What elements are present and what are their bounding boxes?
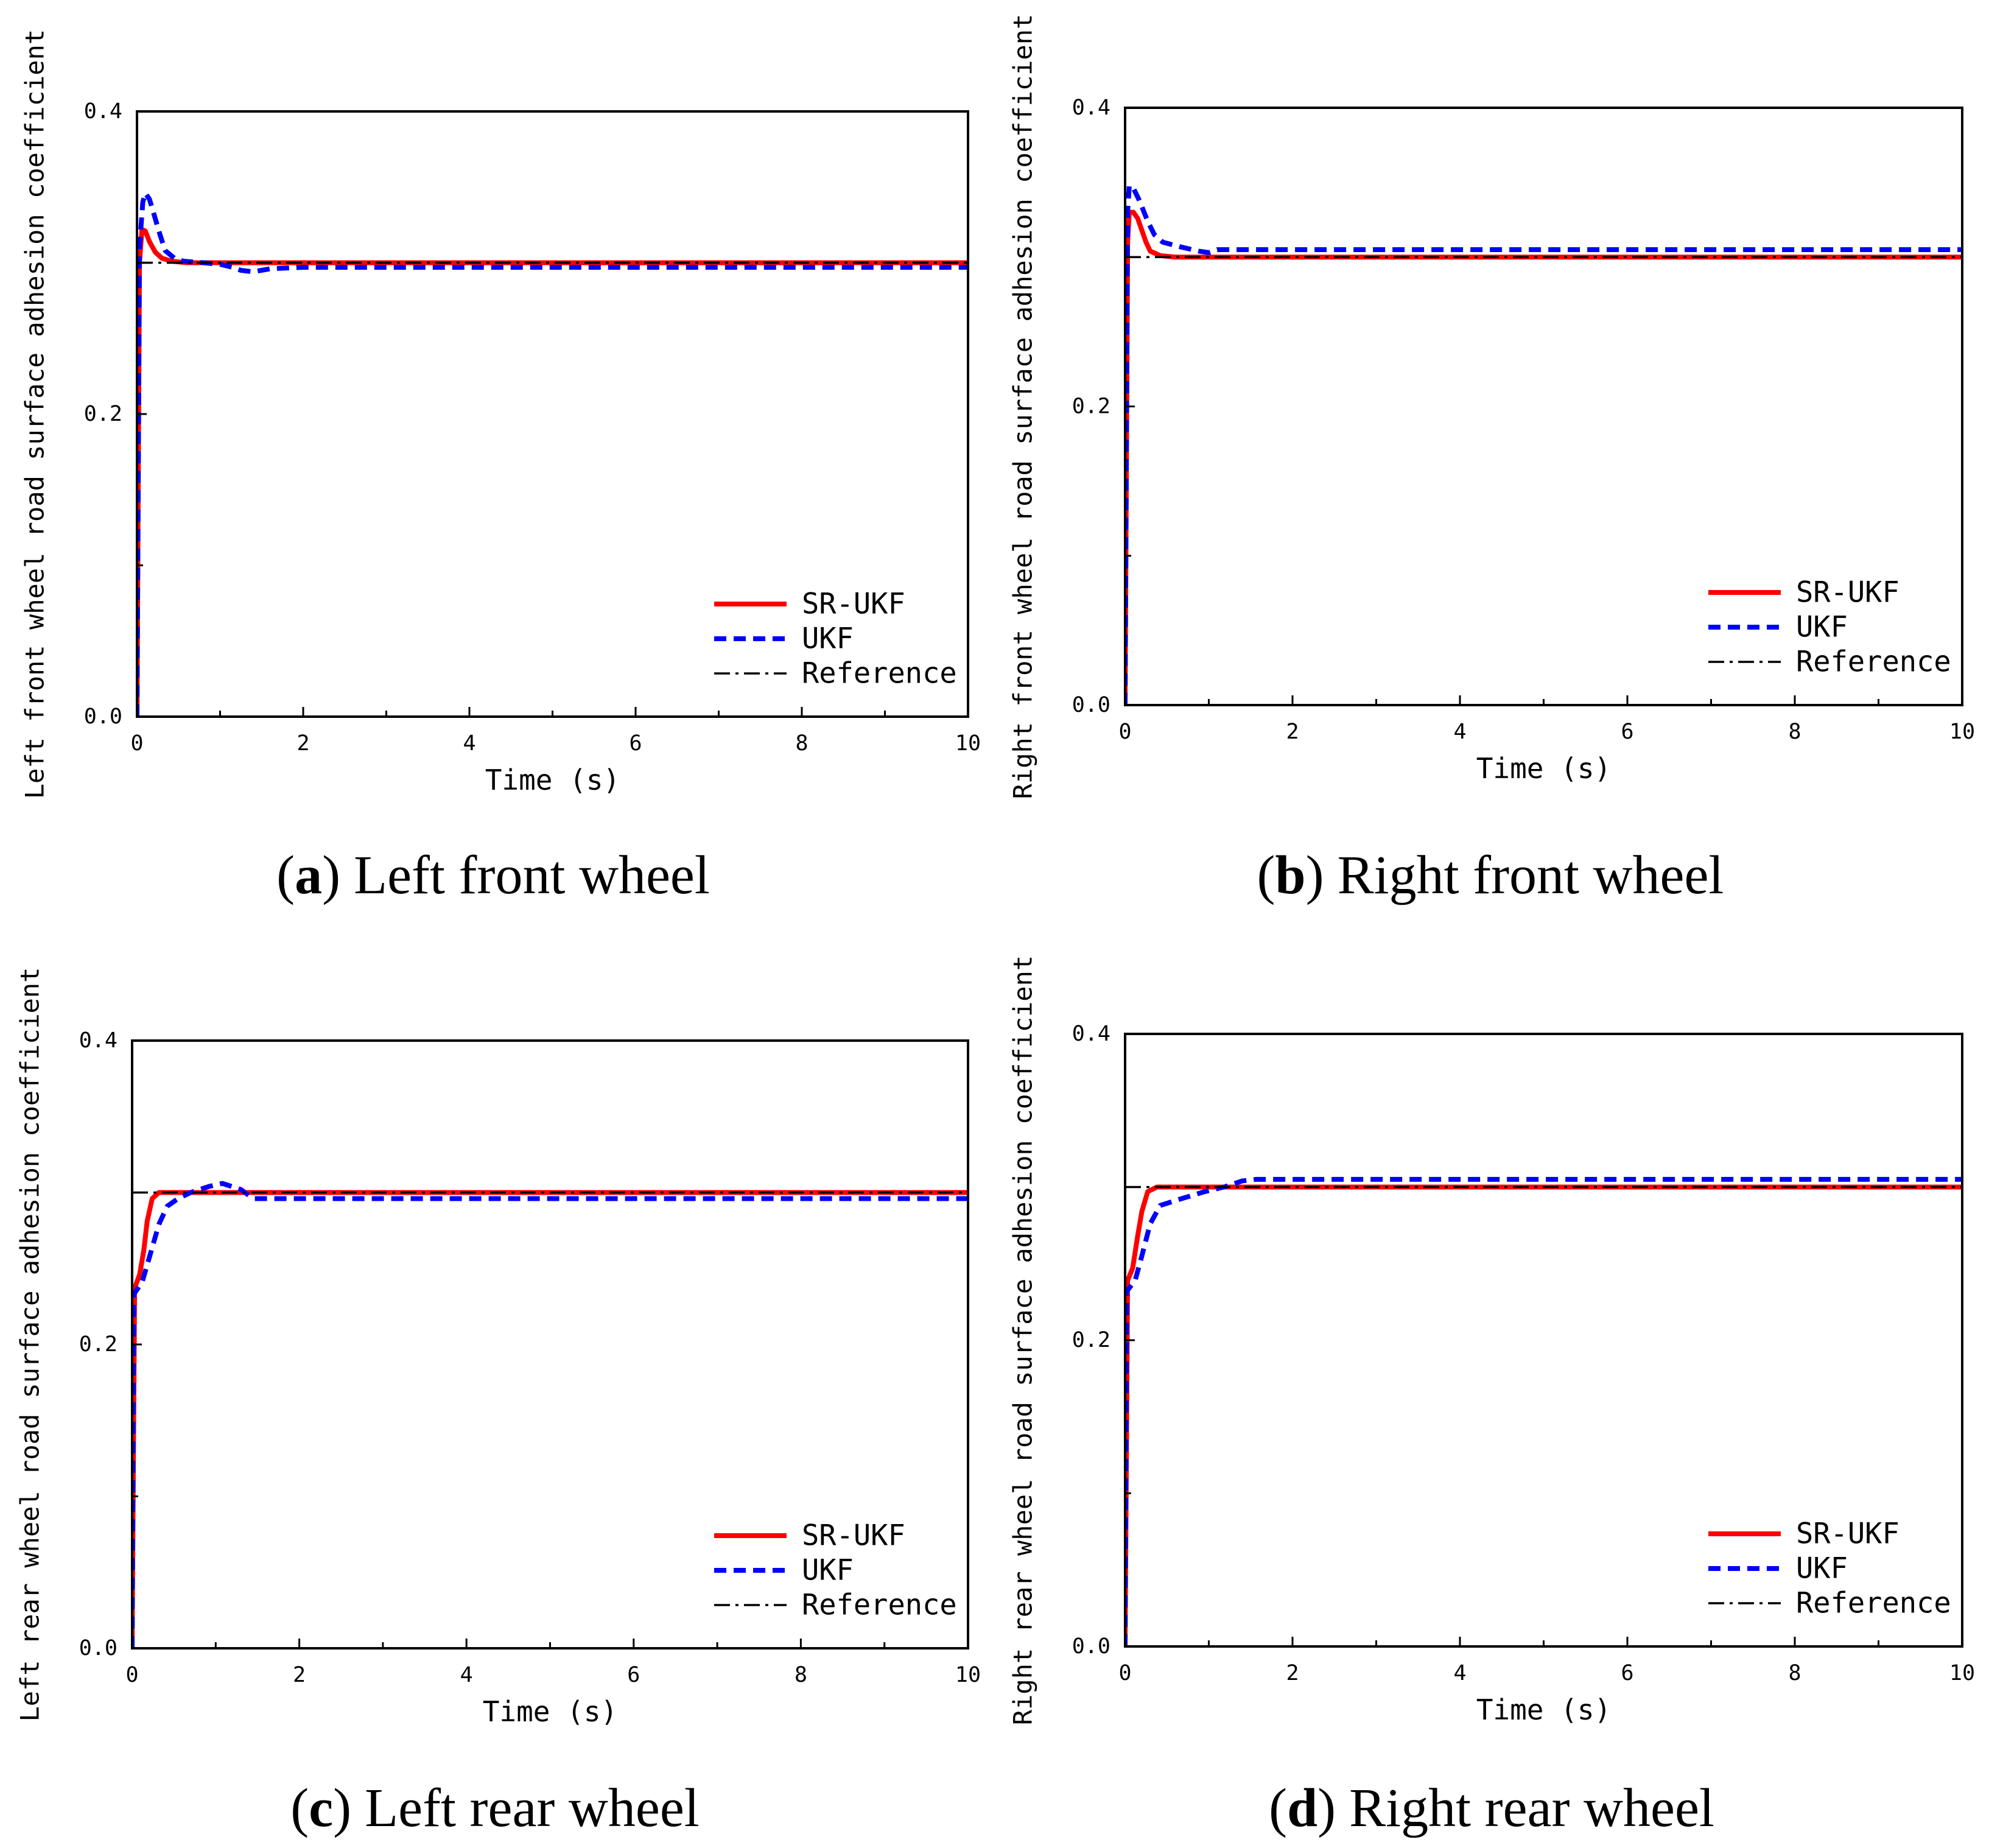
legend-label-ukf: UKF (1796, 611, 1848, 644)
x-axis-label: Time (s) (483, 1695, 618, 1728)
legend-label-ukf: UKF (802, 1554, 854, 1587)
panel-caption: (a) Left front wheel (276, 845, 710, 905)
panel-caption: (d) Right rear wheel (1269, 1778, 1714, 1838)
x-tick-label: 2 (296, 731, 309, 756)
x-tick-label: 0 (125, 1663, 138, 1687)
x-tick-label: 4 (463, 731, 475, 756)
x-tick-label: 8 (795, 731, 808, 756)
chart-panel-1: 0 2 4 6 8 10 0.0 0.2 0.4 Time (s) Left front wheel… (20, 29, 981, 905)
caption-letter: c (309, 1778, 333, 1838)
legend-label-sr-ukf: SR-UKF (802, 588, 905, 621)
plot-frame (136, 110, 969, 718)
x-tick-label: 2 (293, 1663, 306, 1687)
x-tick-label: 6 (1621, 720, 1633, 744)
x-tick-label: 0 (1118, 1661, 1131, 1685)
x-tick-label: 4 (1453, 720, 1466, 744)
chart-panel-4: 0 2 4 6 8 10 0.0 0.2 0.4 Time (s) Right rear wheel… (1008, 955, 1976, 1838)
caption-text: Left front wheel (354, 845, 710, 905)
y-tick-label: 0.0 (79, 1636, 118, 1660)
y-tick-label: 0.0 (1072, 693, 1110, 717)
legend-label-ukf: UKF (802, 622, 854, 656)
caption-letter: a (295, 845, 322, 905)
y-axis-label: Right rear wheel road surface adhesion c… (1008, 955, 1038, 1725)
legend-label-sr-ukf: SR-UKF (1796, 1517, 1900, 1551)
y-tick-label: 0.4 (1072, 96, 1110, 120)
caption-letter: b (1275, 845, 1306, 905)
series-group (1125, 1176, 1962, 1646)
legend-label-reference: Reference (802, 657, 957, 690)
x-tick-label: 10 (1949, 1661, 1975, 1685)
y-axis-label: Left rear wheel road surface adhesion co… (15, 967, 45, 1721)
x-tick-label: 0 (1118, 720, 1131, 744)
legend-label-reference: Reference (1796, 645, 1951, 679)
y-tick-label: 0.2 (79, 1332, 118, 1357)
y-tick-label: 0.4 (1072, 1022, 1110, 1046)
plot-frame (1124, 1033, 1963, 1648)
panel-caption: (c) Left rear wheel (290, 1778, 700, 1838)
series-group (1125, 183, 1962, 705)
x-axis-label: Time (s) (1476, 752, 1612, 785)
x-tick-label: 6 (1621, 1661, 1633, 1685)
x-tick-label: 10 (955, 1663, 981, 1687)
caption-text: Left rear wheel (365, 1778, 700, 1838)
legend-label-reference: Reference (802, 1589, 957, 1622)
series-line-sr-ukf (132, 1190, 968, 1648)
caption-text: Right rear wheel (1349, 1778, 1714, 1838)
y-axis-label: Right front wheel road surface adhesion … (1008, 14, 1038, 799)
x-tick-label: 4 (1453, 1661, 1466, 1685)
series-group (137, 191, 968, 717)
x-tick-label: 10 (1949, 720, 1975, 744)
series-line-ukf (1125, 1176, 1962, 1646)
x-tick-label: 6 (629, 731, 642, 756)
y-tick-label: 0.0 (84, 704, 122, 729)
panel-caption: (b) Right front wheel (1257, 845, 1724, 905)
plot-frame (1124, 107, 1963, 706)
y-axis-label: Left front wheel road surface adhesion c… (20, 29, 50, 799)
x-tick-label: 0 (130, 731, 143, 756)
caption-letter: d (1287, 1778, 1317, 1838)
y-tick-label: 0.4 (79, 1028, 118, 1053)
caption-text: Right front wheel (1338, 845, 1724, 905)
legend-label-sr-ukf: SR-UKF (1796, 576, 1900, 610)
x-axis-label: Time (s) (485, 764, 620, 796)
y-tick-label: 0.2 (84, 402, 122, 426)
series-line-ukf (132, 1181, 968, 1648)
caption-label: (b) (1257, 845, 1324, 905)
chart-panel-2: 0 2 4 6 8 10 0.0 0.2 0.4 Time (s) Right front whee… (1008, 14, 1976, 905)
x-tick-label: 8 (1788, 720, 1801, 744)
x-tick-label: 8 (795, 1663, 807, 1687)
plot-frame (131, 1039, 969, 1649)
legend-label-ukf: UKF (1796, 1552, 1848, 1586)
legend-label-sr-ukf: SR-UKF (802, 1519, 905, 1553)
x-tick-label: 10 (955, 731, 981, 756)
y-tick-label: 0.0 (1072, 1634, 1110, 1659)
y-tick-label: 0.4 (84, 99, 122, 124)
chart-panel-3: 0 2 4 6 8 10 0.0 0.2 0.4 Time (s) Left rear wheel … (15, 967, 981, 1838)
x-tick-label: 2 (1286, 1661, 1299, 1685)
y-tick-label: 0.2 (1072, 1328, 1110, 1352)
series-group (132, 1181, 968, 1648)
caption-label: (c) (290, 1778, 351, 1838)
x-tick-label: 2 (1286, 720, 1299, 744)
x-tick-label: 8 (1788, 1661, 1801, 1685)
y-tick-label: 0.2 (1072, 395, 1110, 419)
x-tick-label: 4 (460, 1663, 473, 1687)
legend-label-reference: Reference (1796, 1587, 1951, 1620)
x-tick-label: 6 (627, 1663, 640, 1687)
x-axis-label: Time (s) (1476, 1693, 1612, 1726)
caption-label: (a) (276, 845, 340, 905)
caption-label: (d) (1269, 1778, 1336, 1838)
series-line-ukf (1125, 183, 1962, 705)
